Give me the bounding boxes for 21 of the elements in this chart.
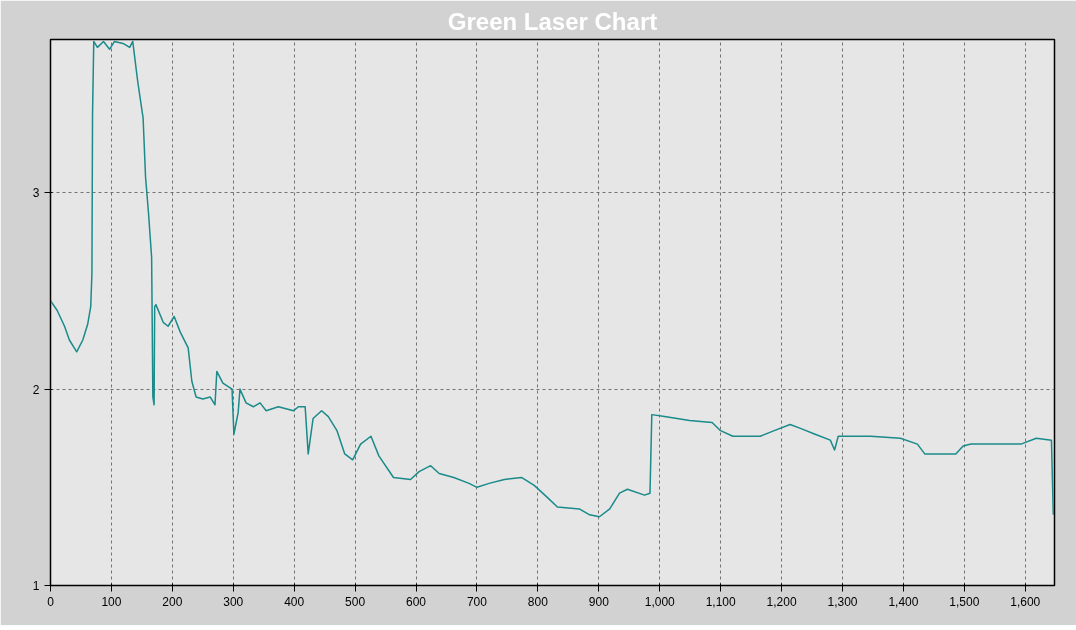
x-tick-label: 300 — [223, 594, 244, 609]
line-series — [50, 40, 1055, 518]
x-tick-label: 600 — [406, 594, 427, 609]
x-tick-label: 900 — [588, 594, 610, 609]
x-tick-label: 700 — [466, 594, 488, 609]
x-tick-label: 1,100 — [705, 594, 736, 609]
x-tick-label: 1,400 — [888, 594, 919, 609]
x-tick-label: 400 — [284, 594, 305, 609]
x-tick-label: 1,500 — [949, 594, 980, 609]
x-tick-label: 100 — [101, 594, 122, 609]
x-tick-label: 1,000 — [644, 594, 676, 609]
y-tick-label: 3 — [32, 186, 40, 201]
x-tick-label: 1,300 — [827, 594, 858, 609]
x-tick-label: 200 — [162, 594, 183, 609]
x-tick-label: 1,600 — [1010, 594, 1041, 609]
x-tick-label: 800 — [527, 594, 549, 609]
x-tick-label: 500 — [345, 594, 366, 609]
y-tick-label: 2 — [32, 382, 40, 397]
x-tick-label: 1,200 — [766, 594, 797, 609]
x-tick-label: 0 — [47, 594, 55, 609]
y-tick-label: 1 — [32, 579, 40, 593]
